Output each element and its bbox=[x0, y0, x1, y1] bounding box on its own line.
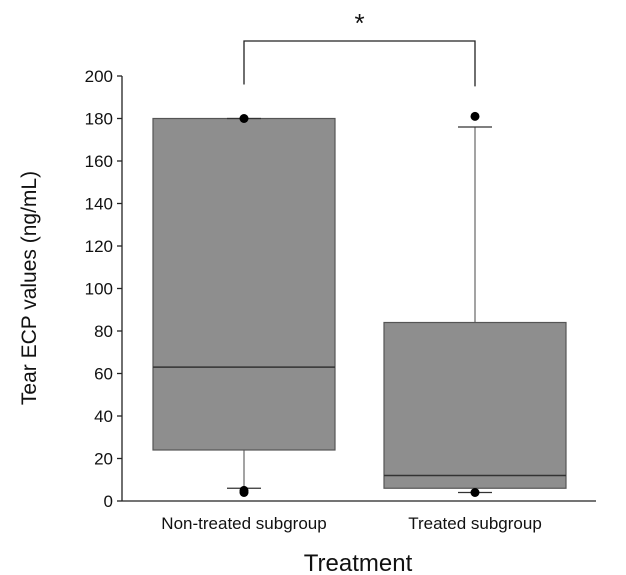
y-axis-title: Tear ECP values (ng/mL) bbox=[18, 171, 41, 405]
significance-label: * bbox=[354, 8, 364, 38]
x-category-label: Treated subgroup bbox=[408, 514, 542, 533]
y-tick-label: 20 bbox=[94, 450, 113, 469]
outlier-point bbox=[239, 114, 249, 123]
x-category-label: Non-treated subgroup bbox=[161, 514, 326, 533]
y-tick-label: 100 bbox=[85, 280, 113, 299]
box-iqr bbox=[152, 117, 336, 451]
y-tick-label: 140 bbox=[85, 195, 113, 214]
y-tick-label: 40 bbox=[94, 407, 113, 426]
y-tick-label: 200 bbox=[85, 67, 113, 86]
y-tick-label: 80 bbox=[94, 322, 113, 341]
y-tick-label: 0 bbox=[104, 492, 113, 511]
y-tick-label: 60 bbox=[94, 365, 113, 384]
y-axis: 0 20 40 60 80 100 120 140 160 180 200 bbox=[85, 67, 123, 511]
y-tick-label: 160 bbox=[85, 152, 113, 171]
boxes bbox=[152, 111, 567, 497]
outlier-point bbox=[239, 488, 249, 497]
box-iqr bbox=[383, 321, 567, 489]
box-non-treated bbox=[152, 114, 336, 497]
y-tick-label: 120 bbox=[85, 237, 113, 256]
significance-bracket: * bbox=[243, 8, 476, 87]
outlier-point bbox=[470, 111, 480, 121]
box-treated bbox=[383, 111, 567, 497]
x-axis-title: Treatment bbox=[304, 550, 413, 575]
bracket-line bbox=[243, 40, 476, 87]
x-axis: Non-treated subgroup Treated subgroup bbox=[122, 500, 596, 533]
y-tick-label: 180 bbox=[85, 110, 113, 129]
outlier-point bbox=[470, 488, 480, 497]
